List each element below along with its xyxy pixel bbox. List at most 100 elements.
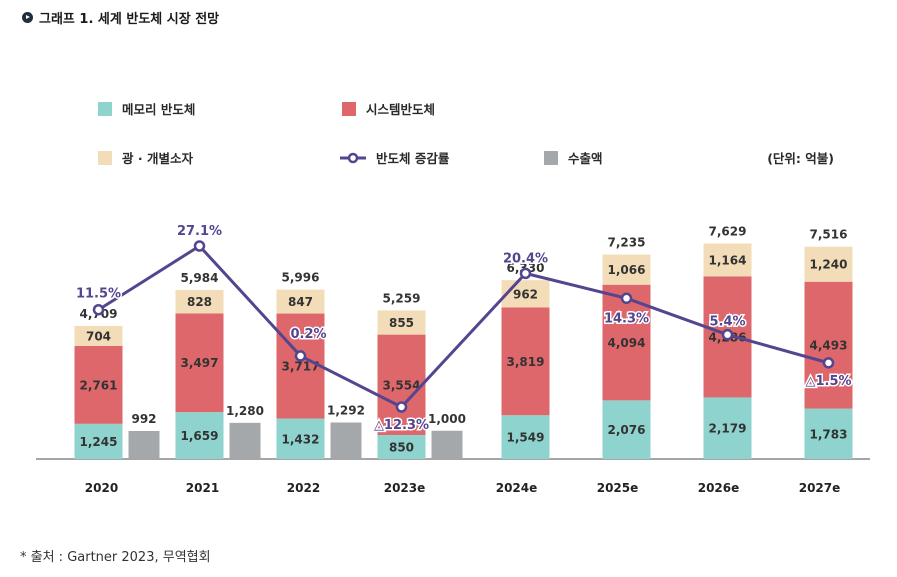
bar-memory-label: 1,783: [810, 427, 848, 441]
bar-system-label: 3,497: [181, 356, 219, 370]
bar-memory-label: 850: [389, 440, 414, 454]
bar-memory: [703, 397, 752, 459]
bar-opto-label: 1,164: [709, 253, 747, 267]
legend-memory-swatch: [98, 102, 112, 116]
bar-total-label: 7,516: [810, 228, 848, 242]
growth-point: [92, 303, 105, 316]
bar-system-label: 3,717: [282, 360, 320, 374]
x-tick-label: 2026e: [698, 481, 740, 495]
bar-memory: [804, 408, 853, 459]
bar-system: [804, 281, 853, 409]
bar-total-label: 7,235: [608, 236, 646, 250]
bar-memory: [377, 434, 426, 459]
x-tick-label: 2022: [287, 481, 320, 495]
chart-title-text: 그래프 1. 세계 반도체 시장 전망: [39, 12, 220, 27]
legend-growth-marker: [347, 152, 359, 164]
growth-label: 5.4%: [709, 315, 745, 330]
growth-point: [395, 401, 408, 413]
bar-opto-label: 847: [288, 295, 313, 309]
bar-system: [276, 313, 325, 419]
bar-memory: [276, 418, 325, 459]
bar-export-label: 1,280: [226, 404, 264, 418]
bar-opto: [602, 254, 651, 285]
bar-export: [128, 430, 160, 459]
bar-system: [501, 307, 550, 416]
bar-total-label: 5,984: [181, 271, 219, 285]
bar-opto: [276, 289, 325, 314]
bar-system-label: 4,094: [608, 336, 646, 350]
x-tick-label: 2021: [186, 481, 219, 495]
legend-system-label: 시스템반도체: [366, 102, 435, 117]
bar-opto: [703, 243, 752, 277]
legend-export-swatch: [544, 151, 558, 165]
bar-system-label: 4,493: [810, 339, 848, 353]
bar-memory: [602, 400, 651, 459]
bar-opto-label: 1,066: [608, 263, 646, 277]
bar-opto: [175, 289, 224, 314]
bar-system: [74, 345, 123, 424]
growth-label: 27.1%: [177, 224, 222, 239]
title-bullet-icon: [22, 12, 33, 23]
growth-point: [620, 292, 633, 305]
growth-label: 20.4%: [503, 251, 548, 266]
bar-export-label: 1,000: [428, 412, 466, 426]
bar-memory: [175, 412, 224, 459]
bar-opto-label: 828: [187, 295, 212, 309]
bar-total-label: 5,259: [383, 291, 421, 305]
x-tick-label: 2025e: [597, 481, 639, 495]
source-note: * 출처 : Gartner 2023, 무역협회: [20, 550, 211, 565]
legend-opto-label: 광 · 개별소자: [122, 151, 193, 166]
bar-system: [377, 334, 426, 435]
bar-opto: [804, 246, 853, 282]
growth-label: 0.2%: [290, 327, 326, 342]
legend-system-swatch: [342, 102, 356, 116]
bar-opto: [377, 310, 426, 335]
legend-memory-label: 메모리 반도체: [122, 102, 195, 117]
unit-label: (단위: 억불): [767, 151, 834, 166]
bar-system-label: 3,554: [383, 378, 421, 392]
bar-opto-label: 855: [389, 316, 414, 330]
growth-point: [721, 328, 734, 341]
growth-label: △12.3%: [374, 418, 429, 433]
bar-system-label: 2,761: [80, 378, 118, 392]
growth-label: 11.5%: [76, 287, 121, 302]
bar-export-label: 992: [131, 412, 156, 426]
chart-title: 그래프 1. 세계 반도체 시장 전망: [22, 8, 219, 27]
bar-opto-label: 704: [86, 329, 111, 343]
bar-memory-label: 2,179: [709, 422, 747, 436]
growth-label: △1.5%: [805, 374, 851, 389]
x-tick-label: 2020: [85, 481, 118, 495]
x-tick-label: 2027e: [799, 481, 841, 495]
bar-opto: [74, 325, 123, 346]
bar-memory-label: 1,432: [282, 432, 320, 446]
growth-label: 14.3%: [604, 311, 649, 326]
bar-export: [431, 430, 463, 459]
bar-memory-label: 1,245: [80, 435, 118, 449]
bar-system-label: 3,819: [507, 355, 545, 369]
x-tick-label: 2024e: [496, 481, 538, 495]
x-tick-label: 2023e: [384, 481, 426, 495]
bar-opto: [501, 280, 550, 308]
bar-export: [330, 422, 362, 459]
bar-memory: [501, 415, 550, 459]
legend-growth-label: 반도체 증감률: [376, 151, 450, 166]
bar-export: [229, 422, 261, 459]
bar-opto-label: 962: [513, 287, 538, 301]
bar-memory-label: 1,549: [507, 431, 545, 445]
legend-export-label: 수출액: [568, 151, 603, 166]
growth-point: [519, 267, 532, 280]
bar-memory-label: 2,076: [608, 423, 646, 437]
bar-system: [175, 313, 224, 413]
bar-export-label: 1,292: [327, 404, 365, 418]
bar-memory: [74, 423, 123, 459]
legend-opto-swatch: [98, 151, 112, 165]
bar-total-label: 5,996: [282, 271, 320, 285]
growth-point: [822, 357, 835, 369]
bar-total-label: 7,629: [709, 225, 747, 239]
growth-point: [294, 350, 307, 362]
growth-point: [193, 240, 206, 252]
growth-line: [97, 244, 829, 409]
bar-opto-label: 1,240: [810, 258, 848, 272]
bar-memory-label: 1,659: [181, 429, 219, 443]
